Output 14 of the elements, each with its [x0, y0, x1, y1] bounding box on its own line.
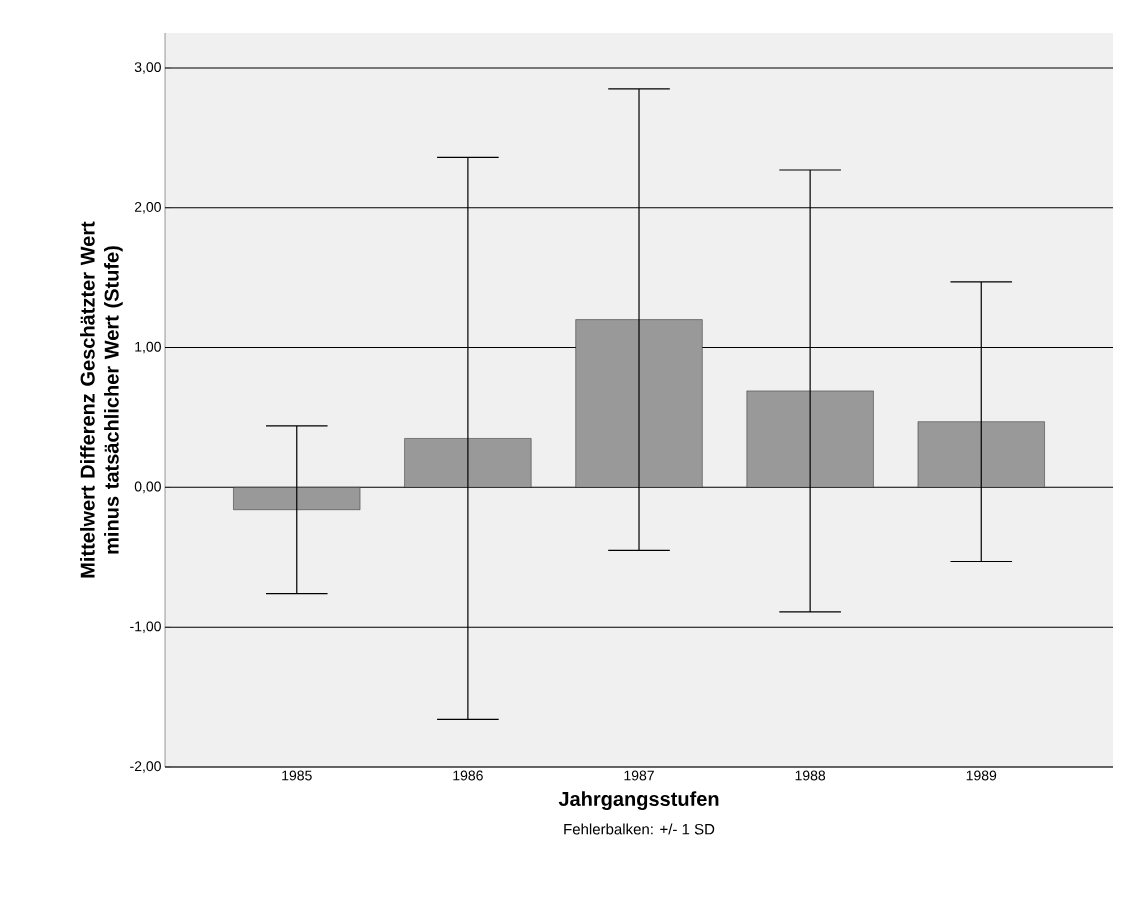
y-tick-label: -2,00: [130, 761, 161, 773]
y-tick-label: 0,00: [134, 481, 161, 494]
y-tick-label: 2,00: [134, 201, 161, 214]
text: Fehlerbalken: +/- 1 SD: [564, 823, 715, 835]
x-tick-label: 1986: [453, 770, 483, 781]
y-tick-label: 3,00: [134, 62, 161, 74]
x-axis-title: Jahrgangsstufen: [558, 791, 719, 811]
y-tick-label: 1,00: [135, 341, 161, 354]
x-tick-label: 1985: [282, 770, 312, 781]
x-tick-label: 1988: [795, 770, 826, 781]
y-axis-title: Mittelwert Differenz Geschätzter Wert minus tatsächlicher Wert (Stufe): [80, 221, 123, 578]
y-tick-label: -1,00: [130, 621, 161, 633]
x-tick-label: 1987: [624, 770, 654, 781]
x-tick-label: 1989: [966, 770, 997, 781]
